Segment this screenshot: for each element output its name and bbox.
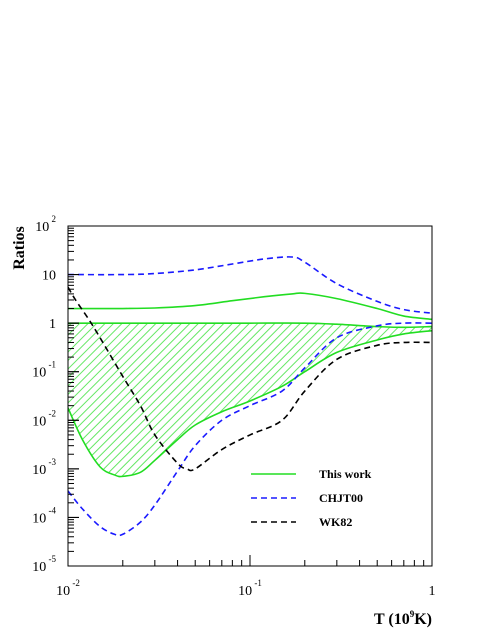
y-tick-label: 10 -4 bbox=[32, 505, 56, 526]
y-tick-label: 10 -1 bbox=[32, 360, 56, 381]
y-tick-label: 1 bbox=[49, 317, 56, 332]
this-work-uncertainty-band bbox=[68, 323, 432, 477]
x-tick-label: 10 -2 bbox=[56, 578, 80, 599]
x-tick-label: 10 -1 bbox=[238, 578, 262, 599]
x-axis-title-main: T (10 bbox=[374, 611, 410, 628]
this-work-lower-line bbox=[68, 329, 432, 478]
y-tick-label: 10 2 bbox=[35, 214, 56, 235]
legend-label-this-work: This work bbox=[319, 467, 372, 481]
y-axis-title: Ratios bbox=[11, 226, 28, 270]
chjt00-line bbox=[68, 322, 432, 537]
legend: This work CHJT00 WK82 bbox=[251, 467, 372, 529]
x-tick-label: 1 bbox=[429, 584, 436, 599]
this-work-upper-line bbox=[68, 292, 432, 321]
x-axis-title-tail: K) bbox=[414, 611, 432, 628]
this-work-central-line bbox=[68, 322, 432, 329]
legend-label-chjt00: CHJT00 bbox=[319, 491, 363, 505]
y-tick-label: 10 bbox=[42, 269, 56, 284]
wk82-line bbox=[68, 286, 432, 472]
y-tick-label: 10 -5 bbox=[32, 554, 56, 575]
x-axis-title-sup: 9 bbox=[410, 609, 415, 619]
y-tick-label: 10 -2 bbox=[32, 408, 56, 429]
y-tick-label: 10 -3 bbox=[32, 457, 56, 478]
chjt00-line bbox=[68, 256, 432, 315]
legend-label-wk82: WK82 bbox=[319, 515, 352, 529]
x-axis-title: T (109K) bbox=[374, 609, 432, 628]
